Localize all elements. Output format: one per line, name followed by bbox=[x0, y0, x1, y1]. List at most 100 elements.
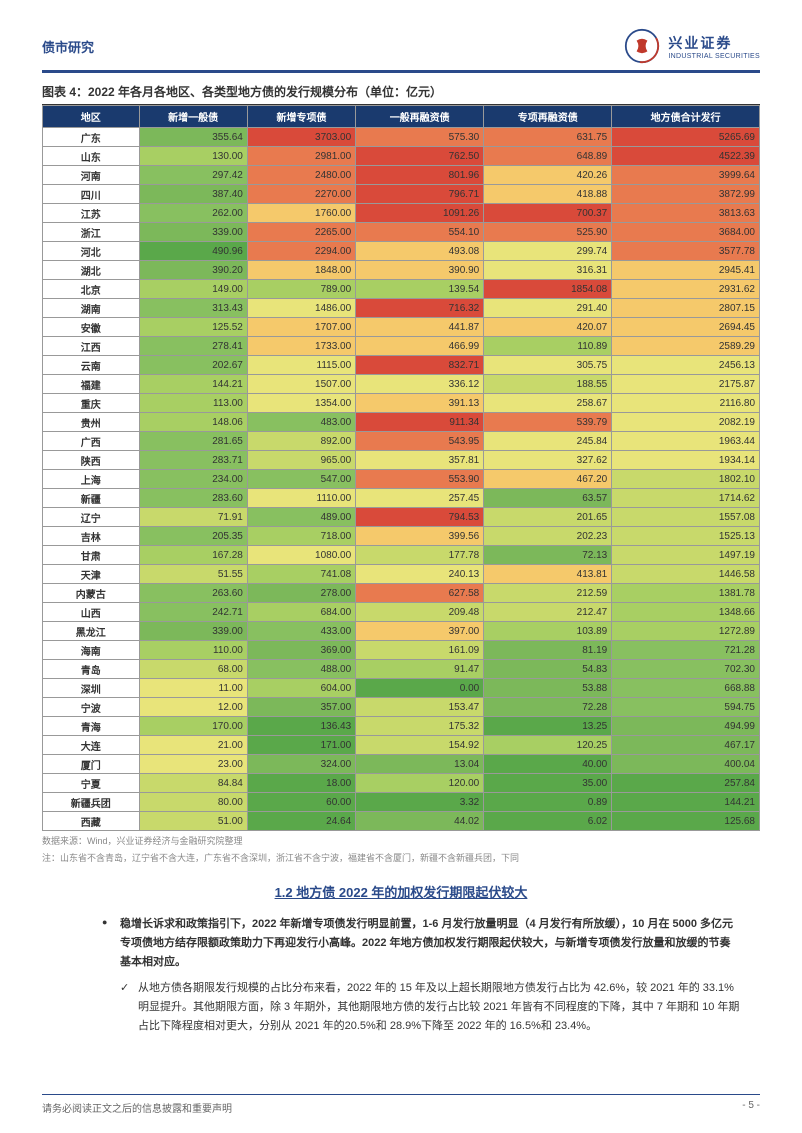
region-cell: 贵州 bbox=[43, 413, 140, 432]
value-cell: 54.83 bbox=[484, 660, 612, 679]
value-cell: 291.40 bbox=[484, 299, 612, 318]
region-cell: 重庆 bbox=[43, 394, 140, 413]
value-cell: 413.81 bbox=[484, 565, 612, 584]
value-cell: 177.78 bbox=[356, 546, 484, 565]
value-cell: 796.71 bbox=[356, 185, 484, 204]
value-cell: 153.47 bbox=[356, 698, 484, 717]
table-title: 图表 4：2022 年各月各地区、各类型地方债的发行规模分布（单位：亿元） bbox=[42, 83, 760, 105]
value-cell: 91.47 bbox=[356, 660, 484, 679]
value-cell: 245.84 bbox=[484, 432, 612, 451]
value-cell: 130.00 bbox=[139, 147, 247, 166]
value-cell: 390.90 bbox=[356, 261, 484, 280]
value-cell: 3999.64 bbox=[612, 166, 760, 185]
value-cell: 53.88 bbox=[484, 679, 612, 698]
region-cell: 北京 bbox=[43, 280, 140, 299]
value-cell: 316.31 bbox=[484, 261, 612, 280]
value-cell: 262.00 bbox=[139, 204, 247, 223]
table-row: 四川387.402270.00796.71418.883872.99 bbox=[43, 185, 760, 204]
value-cell: 5265.69 bbox=[612, 128, 760, 147]
value-cell: 539.79 bbox=[484, 413, 612, 432]
value-cell: 40.00 bbox=[484, 755, 612, 774]
value-cell: 202.67 bbox=[139, 356, 247, 375]
value-cell: 6.02 bbox=[484, 812, 612, 831]
value-cell: 494.99 bbox=[612, 717, 760, 736]
table-row: 山东130.002981.00762.50648.894522.39 bbox=[43, 147, 760, 166]
region-cell: 新疆 bbox=[43, 489, 140, 508]
value-cell: 161.09 bbox=[356, 641, 484, 660]
value-cell: 3813.63 bbox=[612, 204, 760, 223]
region-cell: 安徽 bbox=[43, 318, 140, 337]
page-footer: 请务必阅读正文之后的信息披露和重要声明 - 5 - bbox=[42, 1094, 760, 1115]
value-cell: 1446.58 bbox=[612, 565, 760, 584]
region-cell: 天津 bbox=[43, 565, 140, 584]
value-cell: 965.00 bbox=[247, 451, 355, 470]
value-cell: 51.55 bbox=[139, 565, 247, 584]
value-cell: 700.37 bbox=[484, 204, 612, 223]
value-cell: 149.00 bbox=[139, 280, 247, 299]
page-number: - 5 - bbox=[742, 1100, 760, 1115]
value-cell: 741.08 bbox=[247, 565, 355, 584]
region-cell: 福建 bbox=[43, 375, 140, 394]
value-cell: 1272.89 bbox=[612, 622, 760, 641]
value-cell: 336.12 bbox=[356, 375, 484, 394]
value-cell: 81.19 bbox=[484, 641, 612, 660]
value-cell: 339.00 bbox=[139, 223, 247, 242]
table-row: 广西281.65892.00543.95245.841963.44 bbox=[43, 432, 760, 451]
data-table: 地区新增一般债新增专项债一般再融资债专项再融资债地方债合计发行 广东355.64… bbox=[42, 105, 760, 831]
value-cell: 278.41 bbox=[139, 337, 247, 356]
value-cell: 297.42 bbox=[139, 166, 247, 185]
value-cell: 716.32 bbox=[356, 299, 484, 318]
region-cell: 湖北 bbox=[43, 261, 140, 280]
value-cell: 721.28 bbox=[612, 641, 760, 660]
region-cell: 湖南 bbox=[43, 299, 140, 318]
value-cell: 467.20 bbox=[484, 470, 612, 489]
table-row: 河北490.962294.00493.08299.743577.78 bbox=[43, 242, 760, 261]
table-row: 北京149.00789.00139.541854.082931.62 bbox=[43, 280, 760, 299]
table-row: 黑龙江339.00433.00397.00103.891272.89 bbox=[43, 622, 760, 641]
value-cell: 1110.00 bbox=[247, 489, 355, 508]
value-cell: 391.13 bbox=[356, 394, 484, 413]
value-cell: 13.25 bbox=[484, 717, 612, 736]
value-cell: 1714.62 bbox=[612, 489, 760, 508]
value-cell: 762.50 bbox=[356, 147, 484, 166]
value-cell: 390.20 bbox=[139, 261, 247, 280]
value-cell: 110.89 bbox=[484, 337, 612, 356]
value-cell: 702.30 bbox=[612, 660, 760, 679]
value-cell: 1525.13 bbox=[612, 527, 760, 546]
value-cell: 1115.00 bbox=[247, 356, 355, 375]
value-cell: 234.00 bbox=[139, 470, 247, 489]
table-row: 贵州148.06483.00911.34539.792082.19 bbox=[43, 413, 760, 432]
table-header-cell: 地区 bbox=[43, 106, 140, 128]
value-cell: 1486.00 bbox=[247, 299, 355, 318]
table-row: 浙江339.002265.00554.10525.903684.00 bbox=[43, 223, 760, 242]
value-cell: 397.00 bbox=[356, 622, 484, 641]
value-cell: 12.00 bbox=[139, 698, 247, 717]
value-cell: 201.65 bbox=[484, 508, 612, 527]
value-cell: 3703.00 bbox=[247, 128, 355, 147]
value-cell: 2807.15 bbox=[612, 299, 760, 318]
table-header-cell: 新增一般债 bbox=[139, 106, 247, 128]
value-cell: 257.45 bbox=[356, 489, 484, 508]
value-cell: 2456.13 bbox=[612, 356, 760, 375]
region-cell: 宁波 bbox=[43, 698, 140, 717]
table-row: 青海170.00136.43175.3213.25494.99 bbox=[43, 717, 760, 736]
value-cell: 281.65 bbox=[139, 432, 247, 451]
value-cell: 202.23 bbox=[484, 527, 612, 546]
value-cell: 2082.19 bbox=[612, 413, 760, 432]
value-cell: 357.81 bbox=[356, 451, 484, 470]
table-row: 深圳11.00604.000.0053.88668.88 bbox=[43, 679, 760, 698]
body-text: 稳增长诉求和政策指引下，2022 年新增专项债发行明显前置，1-6 月发行放量明… bbox=[42, 915, 760, 1035]
table-row: 陕西283.71965.00357.81327.621934.14 bbox=[43, 451, 760, 470]
value-cell: 420.26 bbox=[484, 166, 612, 185]
region-cell: 西藏 bbox=[43, 812, 140, 831]
value-cell: 433.00 bbox=[247, 622, 355, 641]
value-cell: 3577.78 bbox=[612, 242, 760, 261]
value-cell: 120.00 bbox=[356, 774, 484, 793]
footer-disclaimer: 请务必阅读正文之后的信息披露和重要声明 bbox=[42, 1100, 232, 1115]
table-row: 湖北390.201848.00390.90316.312945.41 bbox=[43, 261, 760, 280]
region-cell: 辽宁 bbox=[43, 508, 140, 527]
region-cell: 江苏 bbox=[43, 204, 140, 223]
table-row: 海南110.00369.00161.0981.19721.28 bbox=[43, 641, 760, 660]
value-cell: 490.96 bbox=[139, 242, 247, 261]
region-cell: 吉林 bbox=[43, 527, 140, 546]
